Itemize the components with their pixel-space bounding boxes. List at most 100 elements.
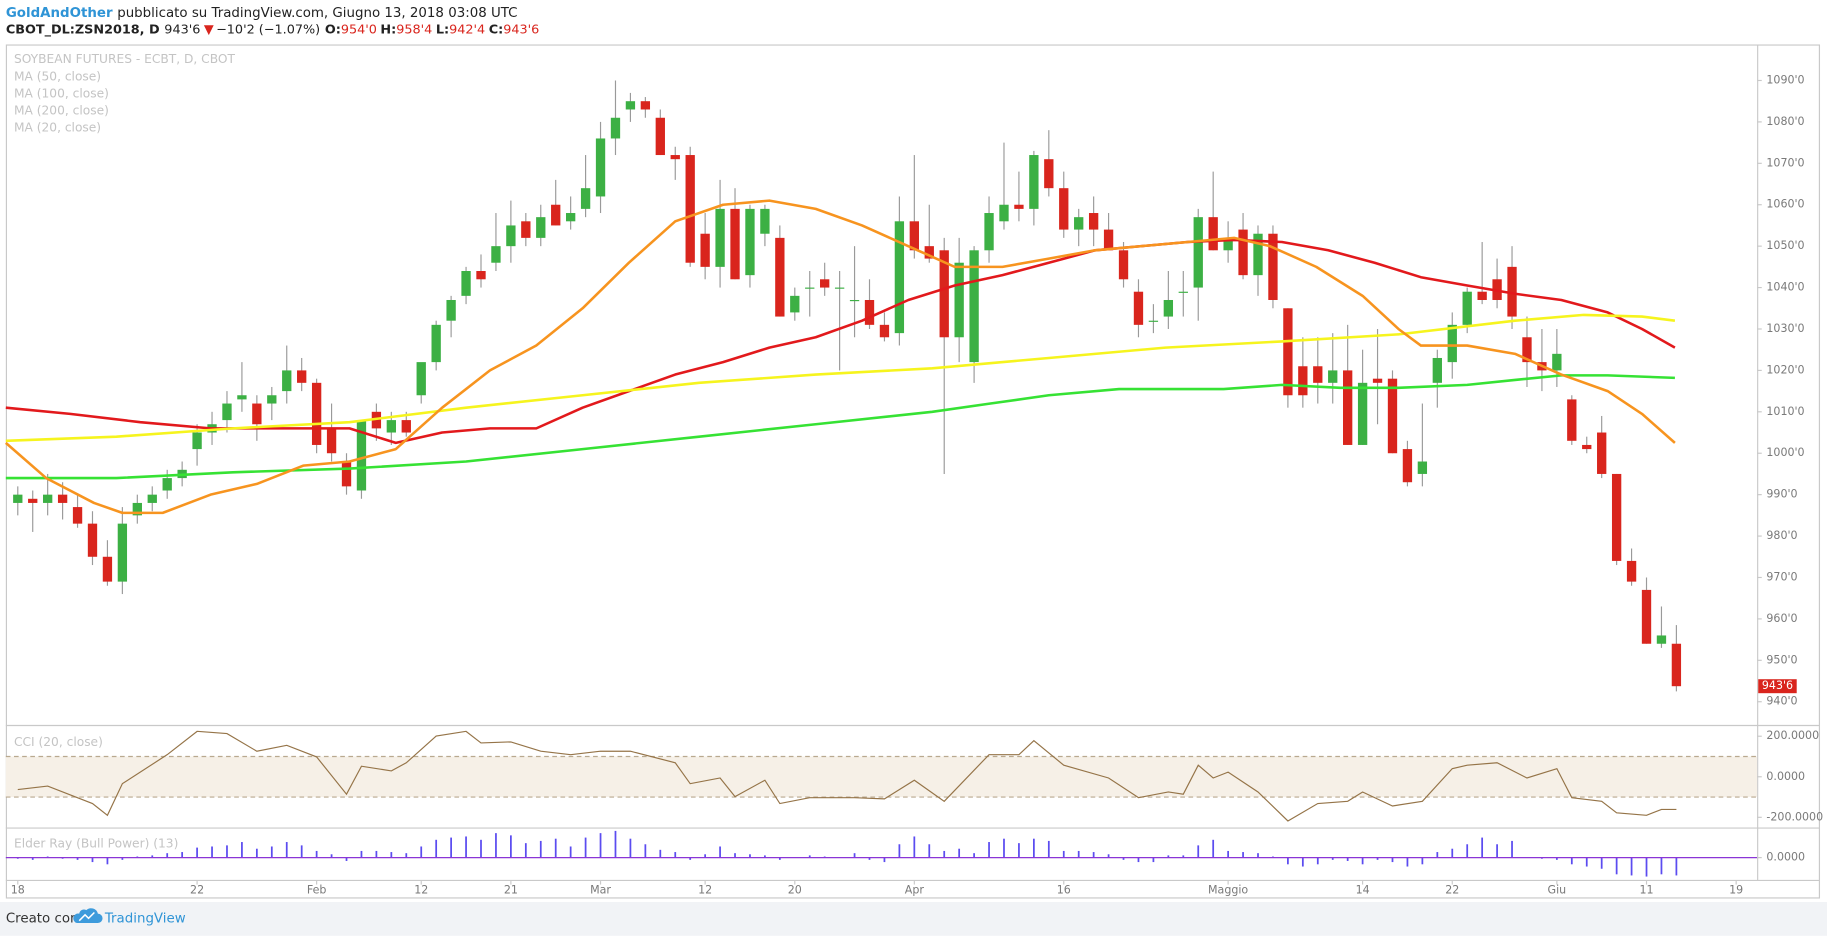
bull-power-bar (1421, 857, 1424, 865)
y-tick-label: 970'0 (1766, 570, 1797, 583)
brand[interactable]: TradingView (104, 911, 186, 926)
candle-body (356, 420, 367, 491)
author[interactable]: GoldAndOther (6, 6, 113, 21)
y-tick-label: 1070'0 (1766, 156, 1804, 169)
candle-body (431, 324, 441, 363)
candle-body (745, 208, 755, 276)
candle-body (1208, 217, 1218, 251)
candle-body (1671, 643, 1682, 687)
candle-body (267, 395, 277, 404)
candle-body (1223, 237, 1233, 251)
moving-average-line (5, 374, 1675, 480)
candle-body (1567, 399, 1577, 441)
candle-body (1238, 229, 1248, 276)
x-tick-label: 16 (1057, 883, 1071, 896)
bull-power-bar (1496, 844, 1498, 858)
candle-body (954, 262, 964, 338)
candle-body (1447, 324, 1457, 363)
bull-power-bar (121, 857, 124, 860)
candle-body (1193, 217, 1203, 288)
candle-body (326, 428, 337, 454)
bull-power-bar (1003, 838, 1005, 858)
legend-entry: MA (50, close) (14, 70, 101, 84)
bull-power-bar (1630, 857, 1633, 876)
y-tick-label: 1000'0 (1766, 446, 1804, 459)
candle-body (879, 324, 890, 338)
candle-body (580, 188, 591, 209)
candle-body (1582, 444, 1592, 450)
candle-body (117, 523, 128, 582)
y-tick-label: 1090'0 (1766, 73, 1804, 86)
bull-power-bar (569, 846, 572, 858)
bull-power-bar (151, 855, 154, 858)
bull-power-bar (1391, 857, 1394, 863)
candle-body (849, 299, 860, 302)
bull-power-bar (943, 850, 946, 858)
y-tick-label: 980'0 (1766, 529, 1797, 542)
bull-power-bar (689, 857, 692, 860)
bull-power-bar (390, 852, 393, 858)
candle-body (341, 461, 352, 487)
bull-power-bar (1600, 857, 1603, 869)
candle-body (1507, 266, 1517, 317)
candle-body (670, 155, 680, 160)
bull-power-bar (465, 836, 467, 858)
bull-power-bar (898, 844, 901, 858)
x-tick-label: Feb (307, 883, 327, 896)
ohlc-value: 943'6 (503, 22, 539, 37)
legend-entry: MA (20, close) (14, 120, 101, 134)
candle-body (1074, 217, 1084, 230)
bull-power-bar (241, 842, 243, 858)
symbol: CBOT_DL:ZSN2018, D (6, 22, 160, 37)
candle-body (1118, 250, 1129, 280)
candle-body (1357, 382, 1368, 445)
bull-power-bar (1197, 845, 1200, 858)
candle-body (939, 250, 949, 338)
last-price-box (1758, 679, 1797, 694)
bull-power-bar (106, 857, 109, 865)
candle-body (685, 155, 695, 263)
candle-body (282, 370, 292, 392)
x-tick-label: Maggio (1208, 883, 1248, 896)
candle-body (655, 117, 665, 156)
bull-power-bar (510, 835, 512, 858)
bull-power-bar (1675, 857, 1678, 876)
bull-power-bar (539, 840, 542, 858)
candle-body (506, 225, 516, 247)
candle-body (162, 478, 172, 491)
y-tick-label: 0.0000 (1766, 770, 1805, 783)
ohlc-value: 958'4 (396, 22, 432, 37)
candle-body (192, 432, 202, 450)
candle-body (1522, 337, 1532, 363)
made-with: Creato con (6, 911, 79, 926)
y-tick-label: 200.0000 (1766, 729, 1819, 742)
ohlc-label: O: (325, 22, 341, 37)
bull-power-bar (1466, 844, 1469, 858)
bull-power-bar (1645, 857, 1648, 877)
x-tick-label: 22 (190, 883, 204, 896)
x-tick-label: 22 (1445, 883, 1459, 896)
candle-body (297, 370, 307, 383)
bull-power-bar (1436, 852, 1439, 858)
bull-power-bar (1122, 857, 1125, 860)
bull-power-bar (435, 839, 438, 858)
bull-power-bar (1152, 857, 1155, 863)
bull-power-bar (1032, 838, 1035, 858)
bull-power-bar (1137, 857, 1140, 863)
bull-power-bar (345, 857, 348, 861)
candle-body (1462, 291, 1472, 325)
bull-power-bar (1376, 857, 1379, 860)
bull-power-bar (270, 846, 273, 858)
brand-logo-mark (78, 911, 95, 922)
y-tick-label: 1010'0 (1766, 405, 1804, 418)
bull-power-bar (31, 857, 34, 860)
price: 943'6 (164, 22, 200, 37)
candle-body (1148, 320, 1159, 322)
candle-body (1477, 291, 1487, 300)
x-tick-label: 12 (698, 883, 712, 896)
bull-power-bar (1555, 857, 1558, 860)
ohlc-label: L: (436, 22, 449, 37)
bull-power-bar (958, 848, 961, 858)
